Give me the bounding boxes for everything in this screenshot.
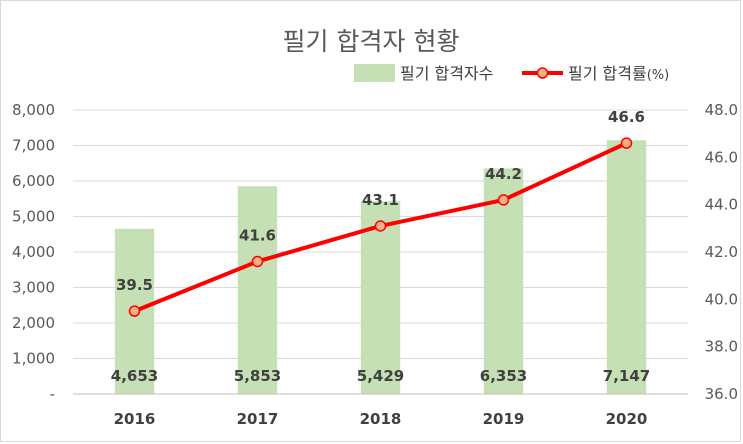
bar [483, 168, 524, 394]
bar-value-label: 6,353 [480, 367, 527, 385]
y-right-tick-label: 42.0 [705, 243, 738, 261]
y-left-tick-label: 1,000 [12, 350, 55, 368]
x-tick-label: 2019 [483, 410, 525, 428]
line-point [374, 220, 387, 232]
line-point [620, 137, 633, 149]
y-left-tick-label: 4,000 [12, 243, 55, 261]
line-value-label: 43.1 [362, 191, 399, 209]
bar [360, 201, 401, 394]
chart-title: 필기 합격자 현황 [283, 27, 460, 56]
gridlines [73, 109, 688, 359]
line-value-label: 44.2 [485, 165, 522, 183]
y-right-tick-label: 36.0 [705, 385, 738, 403]
y-left-tick-label: 7,000 [12, 137, 55, 155]
line-series [128, 137, 633, 317]
data-labels: 4,653 5,853 5,429 6,353 7,147 39.5 41.6 43.1 44.… [111, 108, 650, 385]
legend-line-unit: (%) [647, 68, 670, 83]
y-right-tick-label: 38.0 [705, 338, 738, 356]
legend-bar-label: 필기 합격자수 [400, 64, 493, 83]
y-left-tick-label: 2,000 [12, 314, 55, 332]
y-right-tick-label: 46.0 [705, 148, 738, 166]
bar-value-label: 7,147 [603, 367, 650, 385]
bar-value-label: 5,429 [357, 367, 404, 385]
x-tick-label: 2017 [237, 410, 279, 428]
y-right-tick-label: 40.0 [705, 290, 738, 308]
y-right-tick-label: 48.0 [705, 101, 738, 119]
legend-line-marker [536, 67, 549, 79]
line-value-label: 46.6 [608, 108, 645, 126]
y-right-tick-label: 44.0 [705, 196, 738, 214]
line-value-label: 41.6 [239, 226, 276, 244]
y-left-tick-label: - [50, 385, 55, 403]
y-left-tick-label: 6,000 [12, 172, 55, 190]
x-tick-label: 2018 [360, 410, 402, 428]
legend-bar-swatch [354, 64, 395, 82]
y-left-tick-label: 5,000 [12, 208, 55, 226]
y-left-tick-label: 8,000 [12, 101, 55, 119]
bar-value-label: 5,853 [234, 367, 281, 385]
x-tick-label: 2020 [606, 410, 648, 428]
axes: - 1,000 2,000 3,000 4,000 5,000 6,000 7,000 8,00… [12, 101, 738, 428]
bar-value-label: 4,653 [111, 367, 158, 385]
line-point [497, 194, 510, 206]
legend-line-name: 필기 합격률 [568, 64, 647, 83]
line-point [251, 255, 264, 268]
line-point [128, 305, 141, 317]
line-value-label: 39.5 [116, 276, 153, 294]
y-left-tick-label: 3,000 [12, 279, 55, 297]
bar [237, 186, 278, 394]
legend: 필기 합격자수 필기 합격률(%) [354, 64, 669, 83]
bar-series [114, 140, 647, 394]
bar [606, 140, 647, 394]
legend-line-label: 필기 합격률(%) [568, 64, 669, 83]
x-tick-label: 2016 [114, 410, 156, 428]
